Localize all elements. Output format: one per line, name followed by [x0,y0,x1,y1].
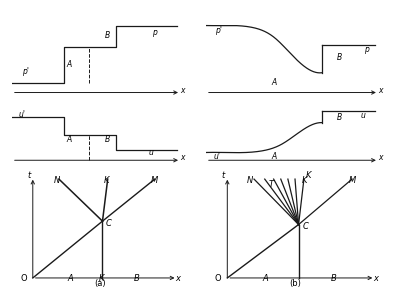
Text: B: B [337,113,342,122]
Text: A: A [271,78,276,87]
Text: M: M [151,176,158,184]
Text: N: N [54,176,60,184]
Text: O: O [215,274,221,283]
Text: K: K [99,274,105,283]
Text: A: A [67,135,72,144]
Text: u: u [360,112,365,120]
Text: M: M [348,176,356,184]
Text: C: C [106,219,112,228]
Text: (a): (a) [94,279,105,288]
Text: u': u' [213,152,220,161]
Text: A: A [67,60,72,69]
Text: x: x [373,274,379,283]
Text: p: p [364,45,369,54]
Text: O: O [21,274,27,283]
Text: u': u' [19,110,26,119]
Text: B: B [134,274,140,283]
Text: p': p' [215,26,222,35]
Text: p': p' [22,67,29,76]
Text: u: u [149,149,154,158]
Text: B: B [105,31,110,40]
Text: A: A [263,274,269,283]
Text: x: x [378,86,383,94]
Text: C: C [302,222,308,231]
Text: x: x [181,153,185,162]
Text: x: x [181,86,185,94]
Text: t: t [222,171,225,180]
Text: T: T [268,180,273,189]
Text: A: A [68,274,73,283]
Text: x: x [176,274,181,283]
Text: N: N [247,176,253,184]
Text: K: K [104,176,110,184]
Text: A: A [271,152,276,161]
Text: x: x [378,153,383,162]
Text: B: B [331,274,337,283]
Text: B: B [337,53,342,62]
Text: K: K [302,176,308,184]
Text: K: K [306,171,311,180]
Text: B: B [105,135,110,144]
Text: p: p [152,28,157,37]
Text: t: t [28,171,31,180]
Text: (b): (b) [290,279,301,288]
